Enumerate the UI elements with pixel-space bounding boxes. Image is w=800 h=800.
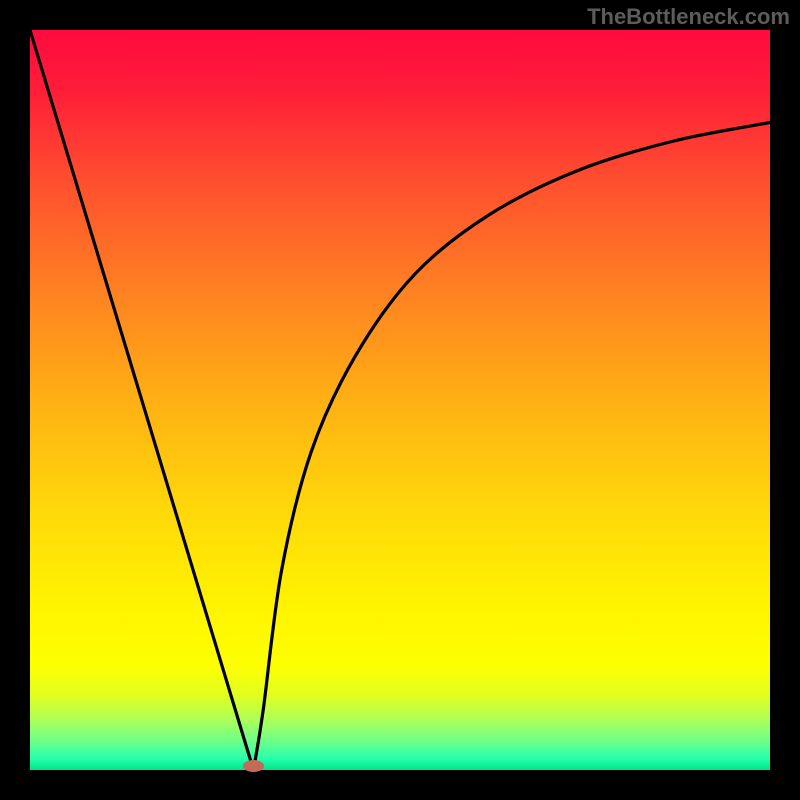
plot-area xyxy=(30,30,770,770)
watermark-text: TheBottleneck.com xyxy=(587,4,790,30)
chart-container: TheBottleneck.com xyxy=(0,0,800,800)
bottleneck-curve xyxy=(30,30,770,770)
optimal-point-marker xyxy=(243,760,264,772)
